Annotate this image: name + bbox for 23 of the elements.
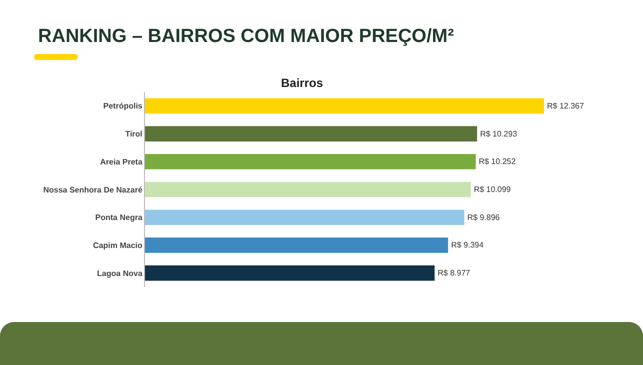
bar — [145, 182, 471, 198]
y-tick-label: Nossa Senhora De Nazaré — [43, 185, 143, 194]
bar — [145, 126, 478, 142]
data-label: R$ 9.896 — [467, 212, 500, 222]
data-label: R$ 9.394 — [451, 240, 484, 250]
chart-title: RANKING – BAIRROS COM MAIOR PREÇO/M² — [38, 26, 454, 48]
y-tick-label: Petrópolis — [103, 102, 143, 111]
y-tick-label: Ponta Negra — [95, 213, 143, 222]
data-label: R$ 8.977 — [438, 268, 471, 278]
y-tick-label: Areia Preta — [100, 157, 143, 166]
bar — [145, 98, 544, 114]
bar — [145, 238, 448, 253]
data-label: R$ 10.099 — [474, 185, 512, 194]
data-label: R$ 10.293 — [480, 129, 518, 138]
y-tick-label: Lagoa Nova — [97, 268, 143, 278]
bar — [145, 210, 464, 226]
data-label: R$ 12.367 — [547, 101, 584, 110]
y-tick-label: Tirol — [125, 130, 142, 139]
bar — [145, 265, 435, 281]
data-label: R$ 10.252 — [478, 157, 516, 166]
y-axis-title: Bairros — [281, 76, 324, 90]
bar — [145, 154, 476, 170]
y-tick-label: Capim Macio — [93, 241, 143, 250]
